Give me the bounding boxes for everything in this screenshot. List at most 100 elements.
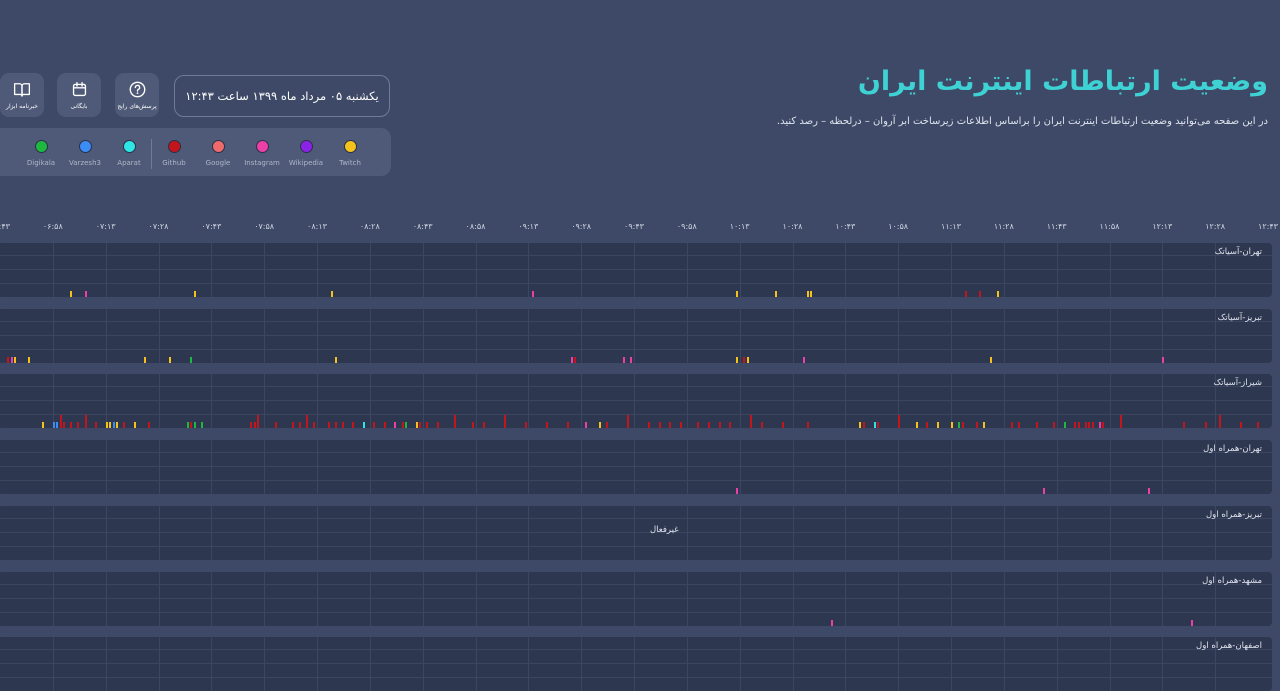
outage-marker[interactable] [996, 291, 999, 297]
outage-marker[interactable] [42, 422, 45, 429]
outage-marker[interactable] [116, 422, 119, 429]
outage-marker[interactable] [10, 356, 13, 363]
outage-marker[interactable] [250, 422, 253, 429]
outage-marker[interactable] [623, 356, 626, 363]
outage-marker[interactable] [806, 422, 809, 429]
outage-marker[interactable] [1010, 422, 1013, 429]
outage-marker[interactable] [648, 422, 651, 429]
outage-marker[interactable] [873, 422, 876, 429]
outage-marker[interactable] [1042, 488, 1045, 495]
outage-marker[interactable] [334, 422, 337, 429]
outage-marker[interactable] [109, 422, 112, 429]
outage-marker[interactable] [352, 422, 355, 429]
outage-marker[interactable] [274, 422, 277, 429]
legend-item-aparat[interactable]: Aparat [104, 140, 154, 167]
outage-marker[interactable] [743, 356, 746, 363]
outage-marker[interactable] [193, 422, 196, 429]
outage-marker[interactable] [626, 415, 629, 429]
outage-marker[interactable] [760, 422, 763, 429]
outage-marker[interactable] [436, 422, 439, 429]
outage-marker[interactable] [84, 415, 87, 429]
outage-marker[interactable] [77, 422, 80, 429]
outage-marker[interactable] [52, 422, 55, 429]
outage-marker[interactable] [1091, 422, 1094, 429]
outage-marker[interactable] [1257, 422, 1260, 429]
outage-marker[interactable] [292, 422, 295, 429]
outage-marker[interactable] [1035, 422, 1038, 429]
outage-marker[interactable] [1190, 619, 1193, 626]
outage-marker[interactable] [105, 422, 108, 429]
outage-marker[interactable] [200, 422, 203, 429]
outage-marker[interactable] [750, 415, 753, 429]
outage-marker[interactable] [1239, 422, 1242, 429]
legend-item-wikipedia[interactable]: Wikipedia [281, 140, 331, 167]
outage-marker[interactable] [951, 422, 953, 429]
outage-marker[interactable] [56, 422, 59, 429]
outage-marker[interactable] [1218, 415, 1221, 429]
outage-marker[interactable] [341, 422, 344, 429]
outage-marker[interactable] [567, 422, 570, 429]
outage-marker[interactable] [1162, 356, 1165, 363]
outage-marker[interactable] [482, 422, 485, 429]
outage-marker[interactable] [313, 422, 316, 429]
outage-marker[interactable] [736, 291, 739, 297]
outage-marker[interactable] [362, 422, 365, 429]
outage-marker[interactable] [334, 356, 337, 363]
outage-marker[interactable] [877, 422, 880, 429]
outage-marker[interactable] [729, 422, 732, 429]
outage-marker[interactable] [306, 415, 309, 429]
outage-marker[interactable] [1017, 422, 1020, 429]
outage-marker[interactable] [746, 356, 749, 363]
outage-marker[interactable] [669, 422, 672, 429]
outage-marker[interactable] [59, 415, 62, 429]
outage-marker[interactable] [570, 356, 573, 363]
outage-marker[interactable] [965, 291, 968, 297]
legend-item-digikala[interactable]: Digikala [16, 140, 66, 167]
outage-marker[interactable] [803, 356, 806, 363]
outage-marker[interactable] [14, 356, 17, 363]
outage-marker[interactable] [1148, 488, 1151, 495]
outage-marker[interactable] [133, 422, 136, 429]
outage-marker[interactable] [524, 422, 527, 429]
outage-marker[interactable] [718, 422, 721, 429]
outage-marker[interactable] [193, 291, 196, 297]
outage-marker[interactable] [810, 291, 813, 297]
outage-marker[interactable] [630, 356, 633, 363]
outage-marker[interactable] [253, 422, 256, 429]
outage-marker[interactable] [961, 422, 964, 429]
outage-marker[interactable] [1084, 422, 1087, 429]
outage-marker[interactable] [1098, 422, 1101, 429]
outage-marker[interactable] [419, 422, 422, 429]
outage-marker[interactable] [1088, 422, 1091, 429]
outage-marker[interactable] [736, 356, 739, 363]
outage-marker[interactable] [257, 415, 260, 429]
outage-marker[interactable] [697, 422, 700, 429]
outage-marker[interactable] [707, 422, 710, 429]
outage-marker[interactable] [415, 422, 418, 429]
outage-marker[interactable] [454, 415, 457, 429]
outage-marker[interactable] [84, 291, 87, 297]
outage-marker[interactable] [1120, 415, 1123, 429]
outage-marker[interactable] [774, 291, 777, 297]
outage-marker[interactable] [831, 619, 834, 626]
outage-marker[interactable] [545, 422, 548, 429]
outage-marker[interactable] [95, 422, 98, 429]
outage-marker[interactable] [926, 422, 929, 429]
outage-marker[interactable] [7, 356, 10, 363]
outage-marker[interactable] [327, 422, 330, 429]
outage-marker[interactable] [781, 422, 784, 429]
outage-marker[interactable] [806, 291, 809, 297]
outage-marker[interactable] [70, 291, 73, 297]
outage-marker[interactable] [1102, 422, 1105, 429]
outage-marker[interactable] [1063, 422, 1066, 429]
outage-marker[interactable] [70, 422, 73, 429]
about-button[interactable]: خبرنامه ابزار [0, 73, 44, 117]
outage-marker[interactable] [331, 291, 334, 297]
outage-marker[interactable] [426, 422, 429, 429]
outage-marker[interactable] [574, 356, 577, 363]
outage-marker[interactable] [299, 422, 302, 429]
outage-marker[interactable] [584, 422, 587, 429]
archive-button[interactable]: بایگانی [57, 73, 101, 117]
outage-marker[interactable] [989, 356, 992, 363]
outage-marker[interactable] [147, 422, 150, 429]
